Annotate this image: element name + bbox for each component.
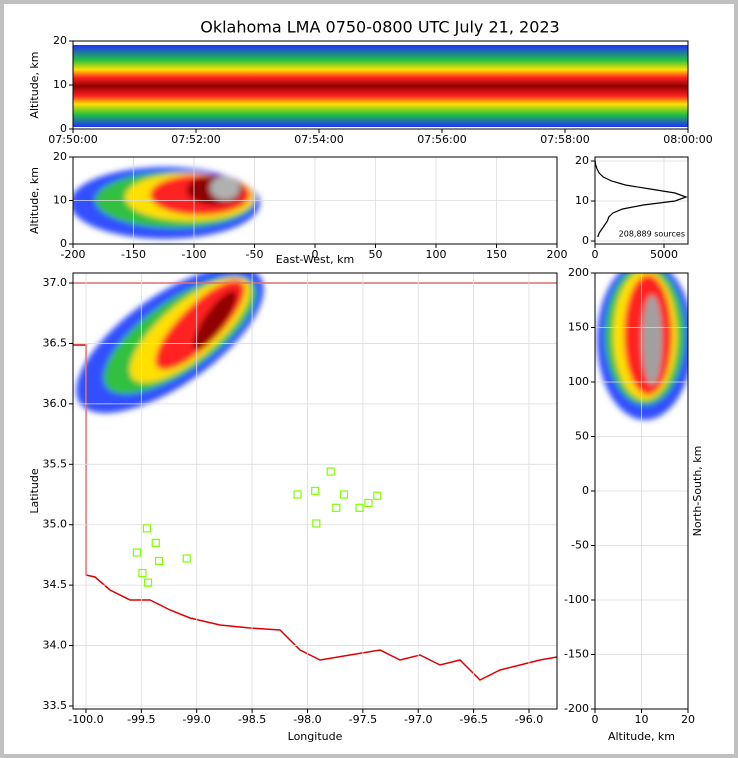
station: [312, 519, 321, 528]
y-tick-label: 0: [582, 234, 589, 247]
plot-frame: [594, 272, 689, 710]
x-tick-label: -97.5: [349, 713, 377, 726]
station: [154, 556, 164, 566]
plot-frame: [594, 156, 689, 245]
y-axis-label: Altitude, km: [28, 51, 41, 118]
station: [293, 490, 302, 499]
x-axis-label: Longitude: [288, 730, 343, 743]
y-tick-label: 36.5: [43, 336, 68, 349]
x-tick-label: 07:50:00: [48, 133, 97, 146]
y-tick-label: -50: [571, 539, 589, 552]
y-tick-label: 35.5: [43, 457, 68, 470]
x-tick-label: 10: [635, 713, 649, 726]
station: [364, 498, 373, 508]
plot-frame: [72, 40, 689, 130]
y-tick-label: -100: [564, 593, 589, 606]
y-tick-label: 100: [568, 375, 589, 388]
x-tick-label: 150: [486, 248, 507, 261]
x-tick-label: -97.0: [404, 713, 432, 726]
station: [355, 503, 364, 512]
x-tick-label: 20: [681, 713, 695, 726]
x-tick-label: -99.0: [182, 713, 210, 726]
y-tick-label: 36.0: [43, 397, 68, 410]
x-tick-label: 200: [547, 248, 568, 261]
station: [373, 491, 382, 500]
x-tick-label: 07:56:00: [417, 133, 466, 146]
x-axis-label: Altitude, km: [608, 730, 675, 743]
y-axis-label: Altitude, km: [28, 167, 41, 234]
x-tick-label: -99.5: [127, 713, 155, 726]
plot-frame: [72, 272, 558, 710]
y-tick-label: 34.5: [43, 578, 68, 591]
altitude-profile: [594, 160, 688, 238]
y-tick-label: 37.0: [43, 276, 68, 289]
y-tick-label: 10: [575, 194, 589, 207]
station: [142, 524, 151, 533]
x-tick-label: 07:52:00: [171, 133, 220, 146]
y-tick-label: 50: [575, 430, 589, 443]
x-axis-label: East-West, km: [276, 253, 354, 266]
x-tick-label: 0: [312, 248, 319, 261]
x-tick-label: 50: [369, 248, 383, 261]
y-tick-label: 34.0: [43, 639, 68, 652]
x-tick-label: 0: [592, 713, 599, 726]
x-tick-label: -100.0: [68, 713, 103, 726]
y-tick-label: 10: [53, 194, 67, 207]
y-tick-label: -200: [564, 702, 589, 715]
x-tick-label: 100: [426, 248, 447, 261]
station: [339, 490, 349, 499]
y-tick-label: 200: [568, 266, 589, 279]
y-tick-label: 33.5: [43, 699, 68, 712]
y-tick-label: 20: [53, 34, 67, 47]
station: [182, 554, 191, 563]
station: [332, 503, 341, 512]
station: [311, 486, 320, 495]
x-tick-label: -98.0: [293, 713, 321, 726]
y-tick-label: 0: [60, 237, 67, 250]
x-tick-label: -96.0: [515, 713, 543, 726]
station: [151, 538, 160, 547]
y-tick-label: -150: [564, 648, 589, 661]
chart-title: Oklahoma LMA 0750-0800 UTC July 21, 2023: [200, 18, 559, 37]
x-tick-label: -150: [121, 248, 146, 261]
station: [138, 568, 147, 578]
y-tick-label: 150: [568, 321, 589, 334]
station: [132, 548, 142, 557]
station: [326, 467, 335, 476]
x-tick-label: -98.5: [238, 713, 266, 726]
x-tick-label: 08:00:00: [663, 133, 712, 146]
x-tick-label: 0: [592, 248, 599, 261]
x-tick-label: 07:54:00: [294, 133, 343, 146]
density-backgrounds: [73, 45, 688, 420]
y-tick-label: 20: [53, 150, 67, 163]
y-tick-label: 35.0: [43, 518, 68, 531]
state-border: [73, 344, 558, 681]
y-axis-label: North-South, km: [691, 446, 704, 537]
x-tick-label: 07:58:00: [540, 133, 589, 146]
x-tick-label: -100: [182, 248, 207, 261]
y-tick-label: 10: [53, 78, 67, 91]
x-tick-label: 5000: [650, 248, 678, 261]
x-tick-label: -96.5: [459, 713, 487, 726]
x-tick-label: -50: [246, 248, 264, 261]
y-tick-label: 20: [575, 154, 589, 167]
y-axis-label: Latitude: [28, 468, 41, 514]
plot-frame: [72, 156, 558, 245]
y-tick-label: 0: [60, 122, 67, 135]
annotation: 208,889 sources: [619, 230, 685, 239]
y-tick-label: 0: [582, 484, 589, 497]
station: [143, 578, 153, 587]
x-tick-label: -200: [61, 248, 86, 261]
